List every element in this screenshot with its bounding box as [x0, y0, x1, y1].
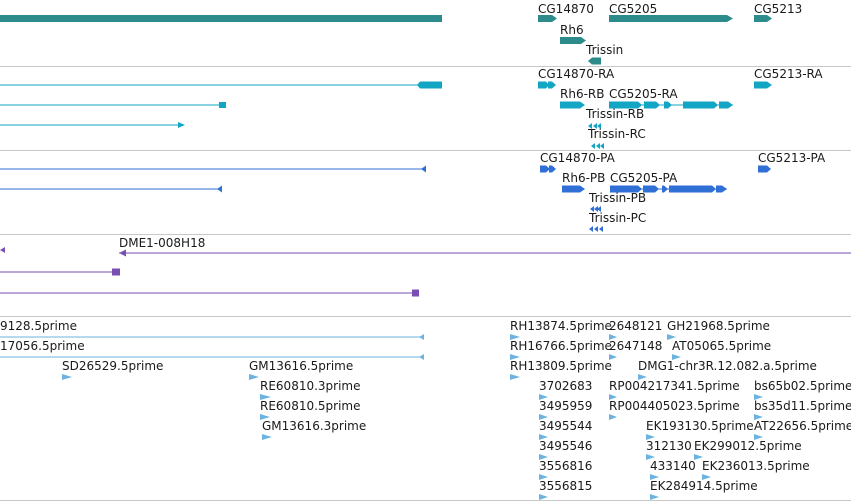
gene-label-trissin[interactable]: Trissin — [586, 43, 624, 57]
est-label[interactable]: RP004405023.5prime — [609, 399, 740, 413]
est-glyphs[interactable] — [0, 317, 851, 502]
gene-label-rh6[interactable]: Rh6 — [560, 23, 584, 37]
protein-lines[interactable] — [0, 151, 851, 234]
transcript-label-cg5213-ra[interactable]: CG5213-RA — [754, 67, 823, 81]
transcript-lines[interactable] — [0, 67, 851, 150]
est-label[interactable]: 3556815 — [539, 479, 593, 493]
est-label[interactable]: bs35d11.5prime — [754, 399, 851, 413]
est-label[interactable]: AT05065.5prime — [672, 339, 772, 353]
protein-feature-cg14870-pa[interactable] — [0, 151, 851, 234]
gene-feature-left[interactable] — [0, 0, 851, 66]
transcript-label-cg5205-ra[interactable]: CG5205-RA — [609, 87, 678, 101]
track-genes: CG14870 CG5205 CG5213 Rh6 Trissin — [0, 0, 851, 66]
gene-feature-trissin[interactable] — [0, 0, 851, 66]
transcript-feature-cg5205-ra[interactable] — [0, 67, 851, 150]
est-label[interactable]: 3556816 — [539, 459, 593, 473]
transcript-label-rh6-rb[interactable]: Rh6-RB — [560, 87, 605, 101]
est-label[interactable]: 3495544 — [539, 419, 593, 433]
est-label[interactable]: AT22656.5prime — [754, 419, 851, 433]
est-label[interactable]: RE60810.5prime — [260, 399, 361, 413]
gene-feature-rh6[interactable] — [0, 0, 851, 66]
protein-feature-rh6-pb[interactable] — [0, 151, 851, 234]
bac-label-dme1-008h18[interactable]: DME1-008H18 — [119, 236, 206, 250]
track-separator — [0, 316, 851, 317]
protein-label-trissin-pc[interactable]: Trissin-PC — [589, 211, 647, 225]
gene-label-cg14870[interactable]: CG14870 — [538, 2, 594, 16]
est-label[interactable]: EK193130.5prime — [646, 419, 754, 433]
protein-label-trissin-pb[interactable]: Trissin-PB — [589, 191, 647, 205]
protein-label-cg5205-pa[interactable]: CG5205-PA — [610, 171, 678, 185]
protein-label-rh6-pb[interactable]: Rh6-PB — [562, 171, 606, 185]
est-label[interactable]: 17056.5prime — [0, 339, 85, 353]
est-label[interactable]: bs65b02.5prime — [754, 379, 851, 393]
gene-feature-cg14870[interactable] — [0, 0, 851, 66]
protein-label-cg14870-pa[interactable]: CG14870-PA — [540, 151, 615, 165]
transcript-label-trissin-rb[interactable]: Trissin-RB — [586, 107, 645, 121]
transcript-feature-rh6-rb[interactable] — [0, 67, 851, 150]
est-label[interactable]: RE60810.3prime — [260, 379, 361, 393]
transcript-feature-trissin-rb[interactable] — [0, 67, 851, 150]
gene-feature-cg5213[interactable] — [0, 0, 851, 66]
protein-feature-trissin-pb[interactable] — [0, 151, 851, 234]
track-bac-clones: DME1-008H18 — [0, 235, 851, 315]
protein-feature-cg5213-pa[interactable] — [0, 151, 851, 234]
transcript-label-cg14870-ra[interactable]: CG14870-RA — [538, 67, 615, 81]
est-lines[interactable] — [0, 317, 851, 502]
est-label[interactable]: EK236013.5prime — [702, 459, 810, 473]
est-label[interactable]: SD26529.5prime — [62, 359, 164, 373]
est-label[interactable]: 433140 — [650, 459, 696, 473]
est-label[interactable]: RH13874.5prime — [510, 319, 612, 333]
track-transcripts: CG14870-RA CG5213-RA Rh6-RB CG5205-RA Tr… — [0, 67, 851, 150]
track-separator — [0, 234, 851, 235]
est-label[interactable]: GM13616.3prime — [262, 419, 367, 433]
est-label[interactable]: 2648121 — [609, 319, 663, 333]
est-label[interactable]: GH21968.5prime — [667, 319, 770, 333]
transcript-feature-cg14870-ra[interactable] — [0, 67, 851, 150]
bac-lines[interactable] — [0, 235, 851, 315]
transcript-feature-trissin-rc[interactable] — [0, 67, 851, 150]
track-ests: 9128.5prime 17056.5prime SD26529.5prime … — [0, 317, 851, 502]
track-separator — [0, 500, 851, 501]
gene-feature-cg5205[interactable] — [0, 0, 851, 66]
transcript-label-trissin-rc[interactable]: Trissin-RC — [588, 127, 646, 141]
est-label[interactable]: 2647148 — [609, 339, 663, 353]
est-label[interactable]: RP004217341.5prime — [609, 379, 740, 393]
est-label[interactable]: 312130 — [646, 439, 692, 453]
protein-feature-cg5205-pa[interactable] — [0, 151, 851, 234]
est-label[interactable]: 3495546 — [539, 439, 593, 453]
protein-feature-trissin-pc[interactable] — [0, 151, 851, 234]
est-label[interactable]: 3495959 — [539, 399, 593, 413]
est-label[interactable]: GM13616.5prime — [249, 359, 354, 373]
est-label[interactable]: 9128.5prime — [0, 319, 77, 333]
bac-feature-dme1-008h18[interactable] — [0, 235, 851, 315]
est-label[interactable]: 3702683 — [539, 379, 593, 393]
track-proteins: CG14870-PA CG5213-PA Rh6-PB CG5205-PA Tr… — [0, 151, 851, 234]
gene-label-cg5213[interactable]: CG5213 — [754, 2, 803, 16]
transcript-feature-cg5213-ra[interactable] — [0, 67, 851, 150]
track-separator — [0, 66, 851, 67]
gene-label-cg5205[interactable]: CG5205 — [609, 2, 658, 16]
est-label[interactable]: EK299012.5prime — [694, 439, 802, 453]
est-label[interactable]: EK284914.5prime — [650, 479, 758, 493]
est-label[interactable]: RH13809.5prime — [510, 359, 612, 373]
est-label[interactable]: DMG1-chr3R.12.082.a.5prime — [638, 359, 817, 373]
track-separator — [0, 150, 851, 151]
protein-label-cg5213-pa[interactable]: CG5213-PA — [758, 151, 826, 165]
est-label[interactable]: RH16766.5prime — [510, 339, 612, 353]
